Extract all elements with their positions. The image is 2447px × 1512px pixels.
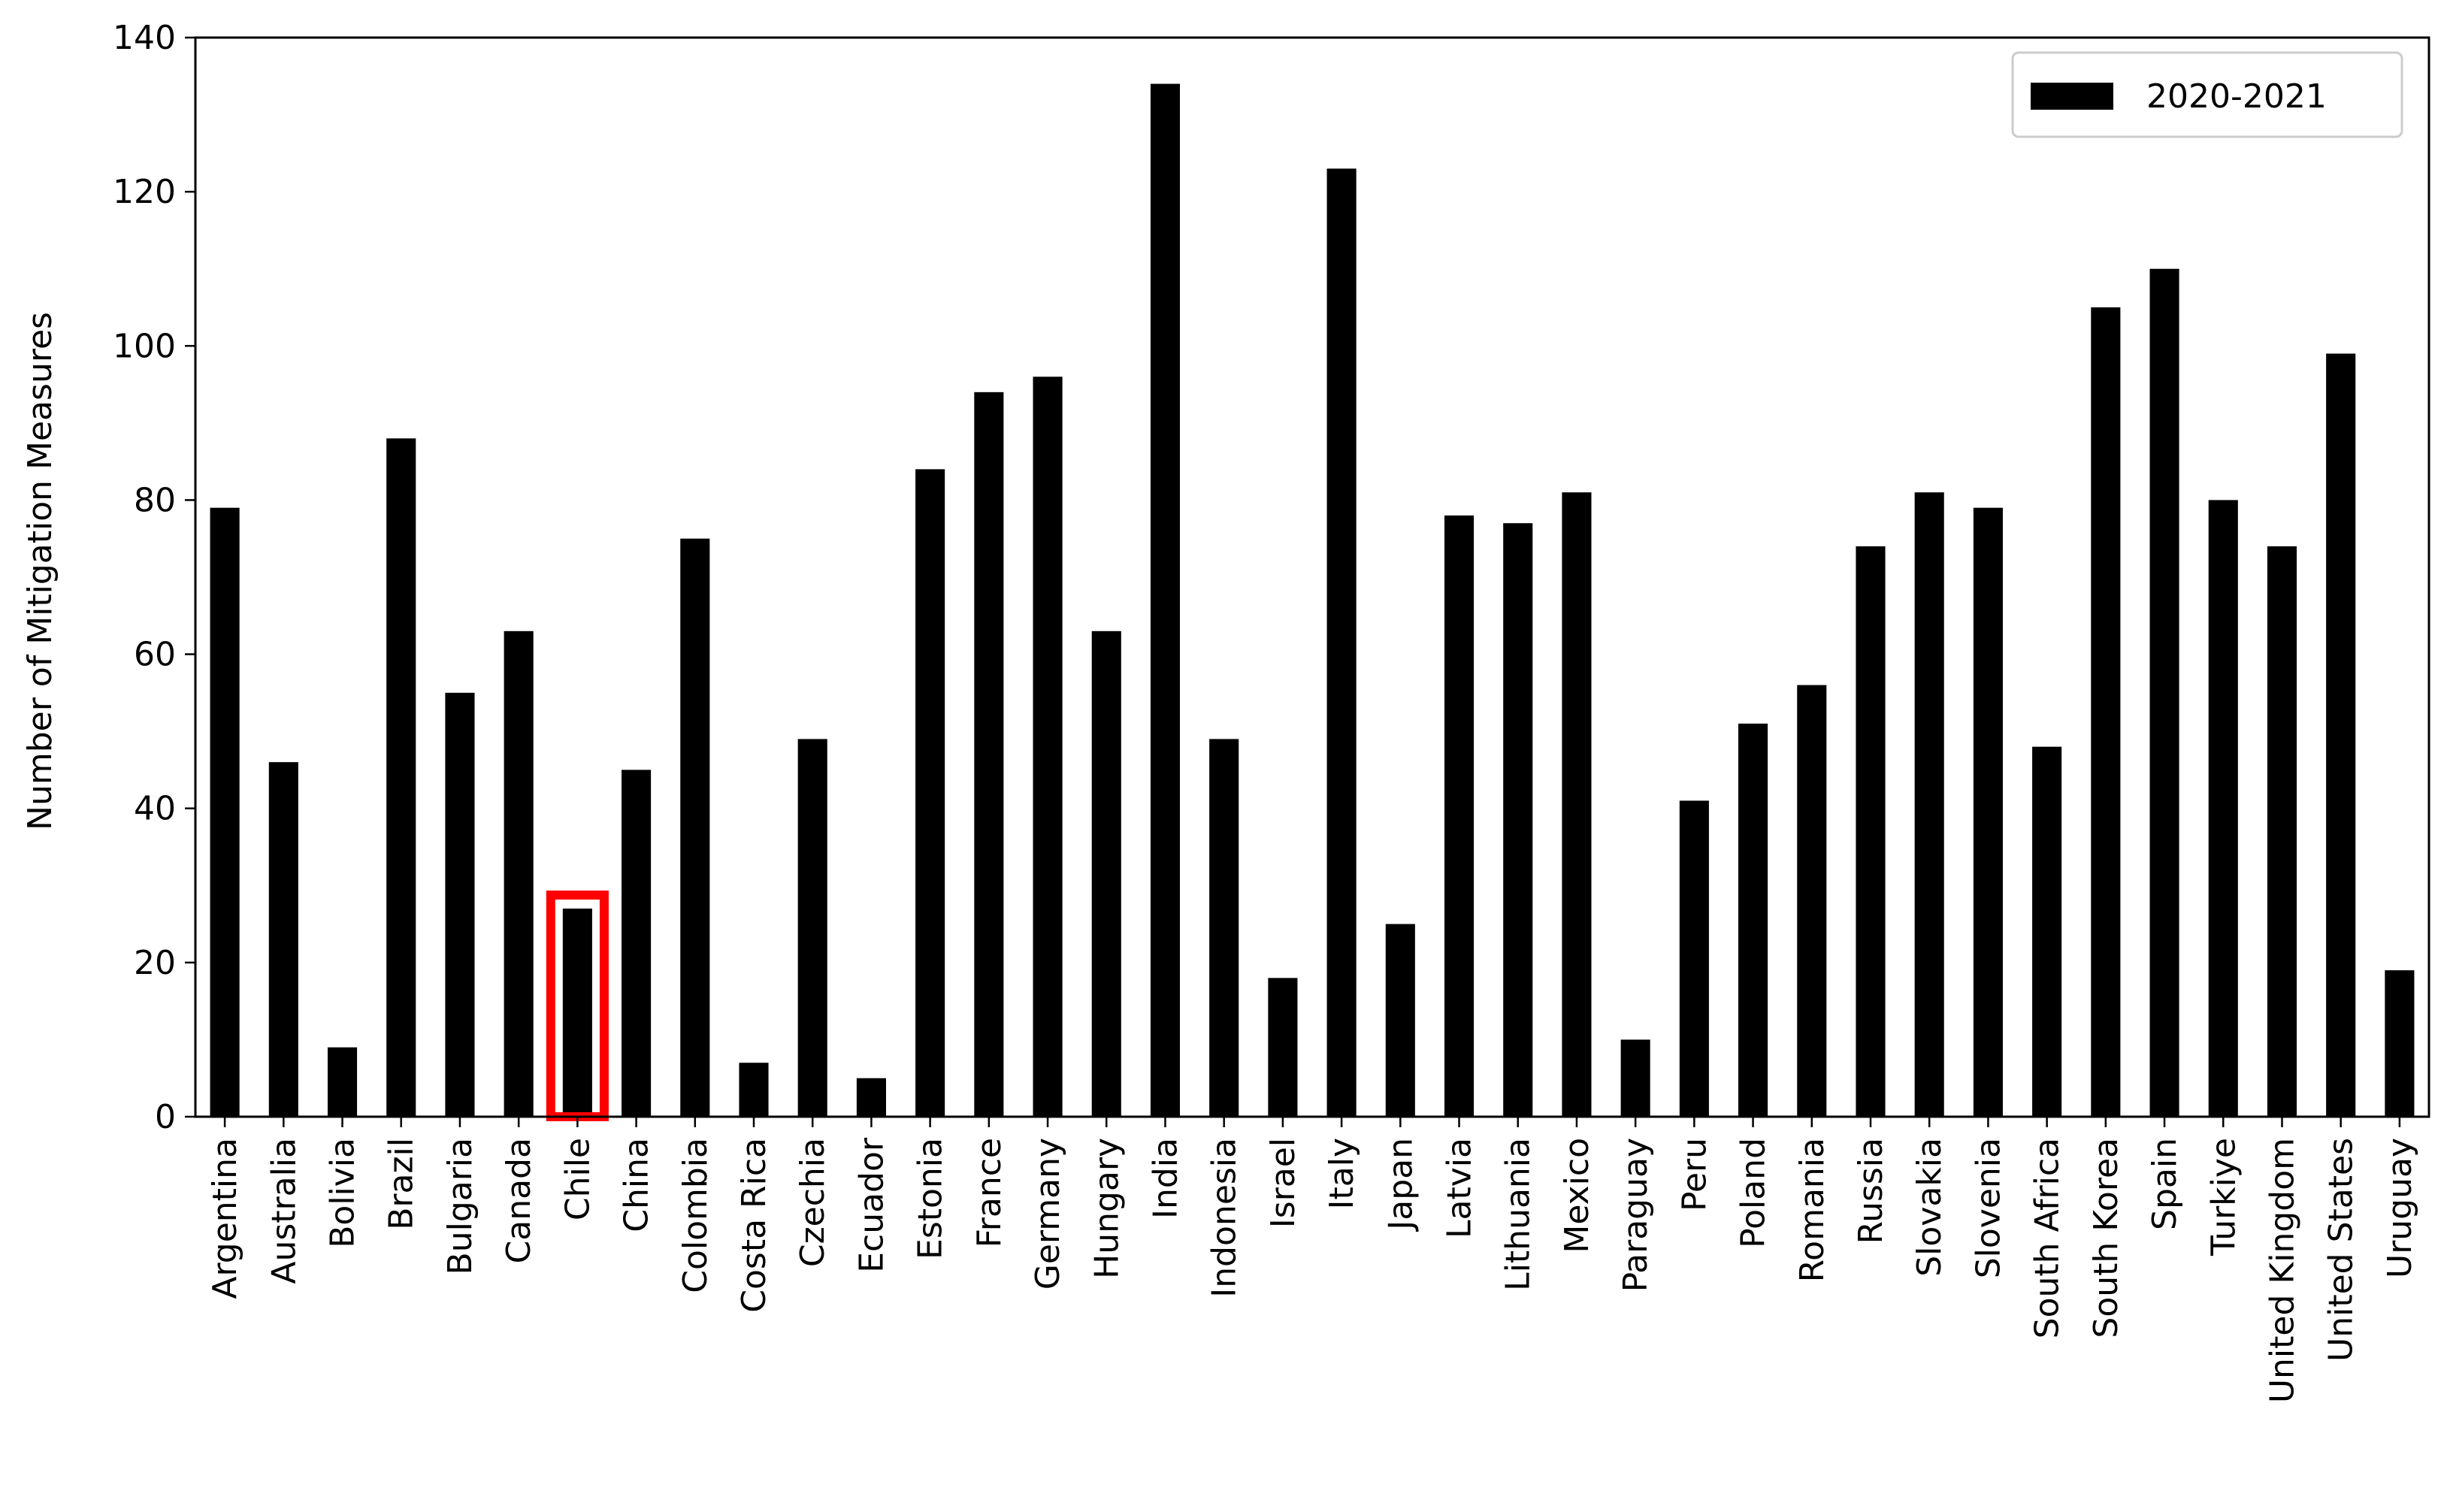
x-tick-label: India [1146, 1138, 1184, 1219]
x-tick-label: Brazil [383, 1138, 421, 1230]
x-tick-label: Australia [265, 1138, 303, 1284]
y-tick-label: 40 [134, 790, 176, 828]
bar-paraguay [1620, 1039, 1650, 1117]
bar-czechia [797, 739, 827, 1117]
x-tick-label: Italy [1323, 1138, 1361, 1209]
bar-costa-rica [739, 1063, 769, 1117]
x-tick-label: Paraguay [1617, 1138, 1655, 1292]
bar-slovakia [1914, 492, 1944, 1117]
bar-japan [1385, 924, 1415, 1117]
bar-uruguay [2385, 970, 2415, 1117]
x-tick-label: Poland [1735, 1138, 1773, 1248]
bar-bulgaria [445, 692, 475, 1117]
bar-romania [1797, 685, 1827, 1117]
bar-turkiye [2208, 500, 2238, 1117]
bar-france [974, 392, 1004, 1117]
x-tick-label: Ecuador [852, 1137, 891, 1273]
bar-australia [268, 762, 298, 1117]
y-tick-label: 100 [113, 327, 176, 365]
x-tick-label: France [970, 1138, 1009, 1247]
y-tick-label: 20 [134, 944, 176, 982]
x-tick-label: Spain [2146, 1138, 2184, 1230]
bar-peru [1679, 800, 1709, 1117]
bar-bolivia [327, 1047, 358, 1117]
bar-lithuania [1503, 523, 1533, 1117]
x-ticks-group: Argentina Australia Bolivia Brazil Bulgaria C… [206, 1117, 2419, 1403]
x-tick-label: Indonesia [1205, 1138, 1244, 1298]
y-tick-label: 80 [134, 481, 176, 519]
legend-frame [2011, 51, 2403, 138]
bar-india [1150, 83, 1181, 1117]
x-tick-label: China [618, 1138, 656, 1232]
legend: 2020-2021 [2011, 51, 2403, 138]
x-tick-label: Israel [1264, 1138, 1302, 1228]
y-tick-label: 140 [113, 19, 176, 57]
x-tick-label: United States [2322, 1138, 2361, 1362]
axes-group [194, 36, 2430, 1118]
bar-israel [1268, 978, 1298, 1117]
x-tick-label: South Africa [2028, 1138, 2067, 1338]
plot-frame [194, 36, 2430, 1118]
x-tick-label: Romania [1793, 1138, 1831, 1282]
x-tick-label: United Kingdom [2263, 1138, 2301, 1403]
y-tick-label: 0 [155, 1098, 176, 1136]
x-tick-label: Slovenia [1969, 1138, 2007, 1278]
bar-latvia [1444, 515, 1475, 1117]
bar-germany [1033, 376, 1063, 1117]
bar-canada [504, 631, 534, 1117]
bar-chile [562, 909, 592, 1117]
legend-label: 2020-2021 [2146, 77, 2327, 116]
x-tick-label: Colombia [676, 1138, 715, 1293]
y-ticks-group: 0 20 40 60 80 100 120 140 [113, 19, 195, 1136]
x-tick-label: Japan [1381, 1138, 1420, 1232]
y-tick-label: 120 [113, 173, 176, 211]
bar-hungary [1091, 631, 1121, 1117]
bar-spain [2149, 268, 2179, 1117]
x-tick-label: Hungary [1087, 1138, 1126, 1279]
x-tick-label: Bolivia [324, 1138, 362, 1248]
x-tick-label: Argentina [206, 1138, 244, 1299]
bar-italy [1326, 168, 1357, 1117]
x-tick-label: Slovakia [1910, 1138, 1949, 1277]
x-tick-label: Uruguay [2381, 1138, 2419, 1278]
bar-estonia [915, 469, 945, 1117]
bar-argentina [210, 507, 240, 1117]
x-tick-label: Peru [1675, 1138, 1714, 1211]
bar-south-africa [2032, 746, 2062, 1117]
bar-united-kingdom [2267, 546, 2297, 1117]
bar-colombia [680, 538, 710, 1117]
bar-mexico [1562, 492, 1592, 1117]
bar-south-korea [2091, 307, 2121, 1117]
x-tick-label: Estonia [912, 1138, 950, 1259]
x-tick-label: Russia [1852, 1138, 1890, 1244]
x-tick-label: Turkiye [2204, 1138, 2243, 1256]
bar-china [622, 770, 652, 1117]
x-tick-label: Latvia [1441, 1138, 1479, 1238]
x-tick-label: Lithuania [1499, 1138, 1538, 1291]
x-tick-label: Mexico [1558, 1138, 1596, 1253]
bar-indonesia [1209, 739, 1239, 1117]
y-tick-label: 60 [134, 636, 176, 674]
bar-russia [1856, 546, 1886, 1117]
x-tick-label: Costa Rica [735, 1138, 773, 1313]
x-tick-label: Czechia [794, 1138, 832, 1267]
x-tick-label: Germany [1029, 1138, 1067, 1290]
legend-swatch [2031, 83, 2113, 110]
x-tick-label: Bulgaria [441, 1138, 479, 1275]
x-tick-label: South Korea [2087, 1138, 2125, 1338]
y-axis-label: Number of Mitigation Measures [21, 312, 59, 830]
x-tick-label: Canada [500, 1138, 538, 1263]
bar-poland [1738, 723, 1768, 1117]
bar-slovenia [1973, 507, 2003, 1117]
bar-ecuador [856, 1078, 886, 1117]
bar-brazil [386, 438, 416, 1117]
bars-group [210, 83, 2415, 1117]
bar-united-states [2326, 353, 2356, 1117]
x-tick-label: Chile [558, 1138, 597, 1220]
